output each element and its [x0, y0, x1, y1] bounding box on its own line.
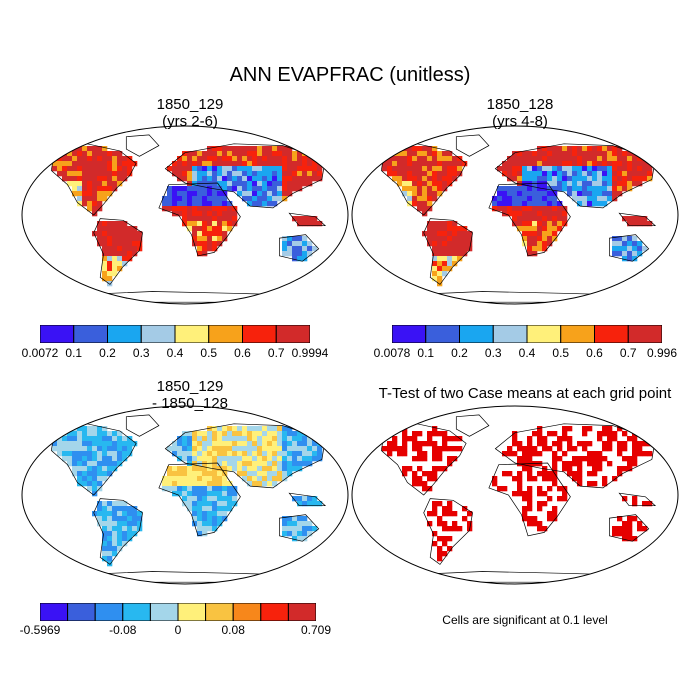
- colorbar-tick-label: 0.6: [586, 346, 603, 360]
- colorbar-swatch: [459, 325, 494, 343]
- colorbar-swatch: [40, 325, 75, 343]
- colorbar-swatch: [107, 325, 142, 343]
- colorbar-tick-label: 0.4: [518, 346, 536, 360]
- panel-2-title-line1: 1850_128: [486, 96, 554, 113]
- colorbar-tick-label: 0.7: [267, 346, 285, 360]
- colorbar-swatch: [287, 603, 316, 621]
- colorbar-swatch: [242, 325, 277, 343]
- map-field-2: [382, 146, 658, 287]
- colorbar-tick-label: 0.1: [417, 346, 435, 360]
- map-field-1: [52, 146, 328, 287]
- colorbar-1: [40, 325, 310, 343]
- colorbar-tick-label: 0.709: [300, 623, 332, 637]
- colorbar-swatch: [73, 325, 108, 343]
- panel-3-title-line1: 1850_129: [156, 378, 224, 395]
- colorbar-swatch: [177, 603, 207, 621]
- colorbar-tick-label: 0.2: [99, 346, 116, 360]
- map-field-4: [382, 426, 658, 562]
- colorbar-swatch: [122, 603, 151, 621]
- colorbar-swatch: [425, 325, 460, 343]
- panel-1-title-line1: 1850_129: [156, 96, 224, 113]
- colorbar-1-labels: 0.0072 0.1 0.2 0.3 0.4 0.5 0.6 0.7 0.9994: [22, 346, 329, 362]
- colorbar-swatch: [40, 603, 69, 621]
- colorbar-swatch: [208, 325, 243, 343]
- colorbar-swatch: [205, 603, 234, 621]
- panel-3-title-line2: - 1850_128: [152, 395, 228, 412]
- colorbar-tick-label: 0.5: [200, 346, 218, 360]
- map-frame-1: [21, 125, 349, 305]
- colorbar-tick-label: 0.0078: [373, 346, 411, 360]
- panel-4-title-line1: T-Test of two Case means at each grid po…: [378, 385, 672, 402]
- colorbar-swatch: [275, 325, 310, 343]
- significance-note: Cells are significant at 0.1 level: [442, 613, 608, 627]
- colorbar-3: [40, 603, 316, 621]
- colorbar-swatch: [94, 603, 124, 621]
- colorbar-swatch: [594, 325, 629, 343]
- colorbar-swatch: [560, 325, 595, 343]
- map-frame-4: [351, 405, 679, 585]
- colorbar-tick-label: 0.996: [646, 346, 678, 360]
- colorbar-tick-label: 0.5: [552, 346, 570, 360]
- colorbar-swatch: [232, 603, 262, 621]
- colorbar-tick-label: 0.6: [234, 346, 251, 360]
- colorbar-tick-label: 0.3: [132, 346, 150, 360]
- colorbar-tick-label: 0.3: [484, 346, 502, 360]
- panel-3-title: 1850_129 - 1850_128: [25, 378, 355, 412]
- colorbar-2-labels: 0.0078 0.1 0.2 0.3 0.4 0.5 0.6 0.7 0.996: [374, 346, 677, 362]
- colorbar-tick-label: 0.08: [221, 623, 245, 637]
- panel-2-title: 1850_128 (yrs 4-8): [355, 96, 685, 130]
- map-frame-3: [21, 405, 349, 585]
- colorbar-swatch: [492, 325, 528, 343]
- panel-4-title: T-Test of two Case means at each grid po…: [355, 385, 695, 402]
- colorbar-tick-label: 0.0072: [21, 346, 59, 360]
- colorbar-swatch: [174, 325, 210, 343]
- panel-2-title-line2: (yrs 4-8): [492, 113, 548, 130]
- colorbar-swatch: [392, 325, 427, 343]
- colorbar-swatch: [149, 603, 179, 621]
- colorbar-swatch: [627, 325, 662, 343]
- map-frame-2: [351, 125, 679, 305]
- colorbar-tick-label: 0.2: [451, 346, 468, 360]
- colorbar-swatch: [526, 325, 562, 343]
- map-field-3: [52, 426, 328, 567]
- colorbar-swatch: [67, 603, 96, 621]
- colorbar-tick-label: -0.08: [109, 623, 137, 637]
- figure-title: ANN EVAPFRAC (unitless): [229, 64, 471, 86]
- colorbar-tick-label: 0: [174, 623, 182, 637]
- colorbar-swatch: [260, 603, 289, 621]
- colorbar-swatch: [140, 325, 176, 343]
- colorbar-2: [392, 325, 662, 343]
- colorbar-tick-label: 0.9994: [291, 346, 329, 360]
- colorbar-tick-label: 0.1: [65, 346, 83, 360]
- colorbar-tick-label: 0.7: [619, 346, 637, 360]
- colorbar-3-labels: -0.5969 -0.08 0 0.08 0.709: [20, 623, 331, 639]
- colorbar-tick-label: 0.4: [166, 346, 184, 360]
- colorbar-tick-label: -0.5969: [19, 623, 61, 637]
